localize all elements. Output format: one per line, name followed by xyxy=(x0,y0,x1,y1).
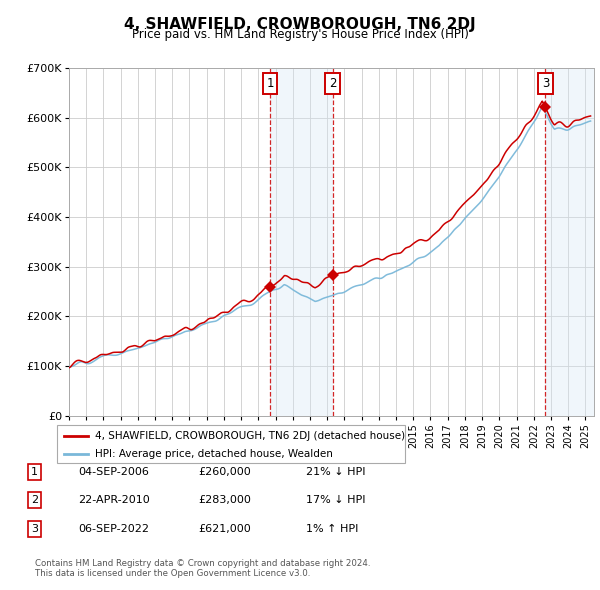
Text: £260,000: £260,000 xyxy=(198,467,251,477)
Text: 21% ↓ HPI: 21% ↓ HPI xyxy=(306,467,365,477)
Text: 1% ↑ HPI: 1% ↑ HPI xyxy=(306,524,358,533)
Text: 3: 3 xyxy=(31,524,38,533)
Text: 06-SEP-2022: 06-SEP-2022 xyxy=(78,524,149,533)
Text: 2: 2 xyxy=(31,496,38,505)
Text: £283,000: £283,000 xyxy=(198,496,251,505)
Text: 1: 1 xyxy=(266,77,274,90)
Bar xyxy=(270,68,332,416)
Text: 22-APR-2010: 22-APR-2010 xyxy=(78,496,150,505)
Text: 2: 2 xyxy=(329,77,336,90)
Text: This data is licensed under the Open Government Licence v3.0.: This data is licensed under the Open Gov… xyxy=(35,569,310,578)
Text: Price paid vs. HM Land Registry's House Price Index (HPI): Price paid vs. HM Land Registry's House … xyxy=(131,28,469,41)
Text: £621,000: £621,000 xyxy=(198,524,251,533)
Text: HPI: Average price, detached house, Wealden: HPI: Average price, detached house, Weal… xyxy=(95,448,333,458)
Text: 04-SEP-2006: 04-SEP-2006 xyxy=(78,467,149,477)
Text: Contains HM Land Registry data © Crown copyright and database right 2024.: Contains HM Land Registry data © Crown c… xyxy=(35,559,370,568)
Text: 4, SHAWFIELD, CROWBOROUGH, TN6 2DJ: 4, SHAWFIELD, CROWBOROUGH, TN6 2DJ xyxy=(124,17,476,31)
Text: 17% ↓ HPI: 17% ↓ HPI xyxy=(306,496,365,505)
Text: 4, SHAWFIELD, CROWBOROUGH, TN6 2DJ (detached house): 4, SHAWFIELD, CROWBOROUGH, TN6 2DJ (deta… xyxy=(95,431,406,441)
Text: 1: 1 xyxy=(31,467,38,477)
FancyBboxPatch shape xyxy=(57,425,405,463)
Text: 3: 3 xyxy=(542,77,549,90)
Bar xyxy=(545,68,594,416)
